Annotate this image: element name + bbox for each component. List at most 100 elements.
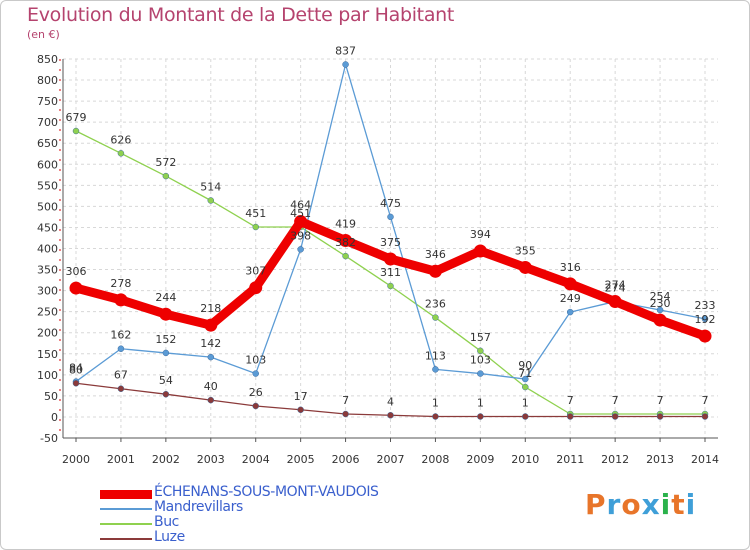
data-label: 355 (515, 244, 536, 257)
data-point (297, 246, 304, 253)
x-tick-label: 2006 (332, 453, 360, 466)
data-point (477, 347, 484, 355)
data-label: 26 (249, 386, 263, 399)
data-point (204, 318, 218, 332)
data-point (477, 370, 484, 377)
data-point (252, 370, 259, 377)
x-tick-label: 2008 (421, 453, 449, 466)
y-tick-label: 250 (37, 306, 58, 319)
data-point (387, 412, 394, 419)
data-label: 7 (702, 394, 709, 407)
proxiti-logo: Proxiti (585, 488, 696, 521)
data-point (69, 281, 83, 295)
legend-label: ÉCHENANS-SOUS-MONT-VAUDOIS (154, 484, 379, 500)
data-point (207, 197, 215, 204)
data-label: 278 (110, 277, 131, 290)
y-tick-label: 500 (37, 200, 58, 213)
data-point (611, 413, 619, 420)
data-label: 7 (342, 394, 349, 407)
data-point (249, 281, 263, 295)
data-label: 230 (650, 297, 671, 310)
y-tick-label: 300 (37, 285, 58, 298)
x-tick-label: 2014 (691, 453, 719, 466)
data-label: 152 (155, 333, 176, 346)
data-point (252, 402, 259, 410)
data-point (477, 413, 484, 420)
x-tick-label: 2003 (197, 453, 225, 466)
data-point (566, 413, 574, 420)
data-label: 1 (522, 397, 529, 410)
data-label: 67 (114, 369, 128, 382)
data-point (653, 313, 667, 327)
data-label: 17 (294, 390, 308, 403)
data-label: 451 (245, 207, 266, 220)
data-point (117, 150, 125, 157)
y-tick-label: 800 (37, 74, 58, 87)
data-point (294, 215, 308, 229)
data-label: 514 (200, 180, 221, 193)
x-tick-label: 2007 (377, 453, 405, 466)
y-tick-label: 400 (37, 243, 58, 256)
data-point (522, 383, 529, 391)
data-label: 311 (380, 266, 401, 279)
data-point (252, 223, 259, 231)
data-label: 40 (204, 380, 218, 393)
x-tick-label: 2010 (511, 453, 539, 466)
data-label: 192 (695, 313, 716, 326)
data-point (428, 264, 442, 278)
y-tick-label: 650 (37, 137, 58, 150)
data-label: 254 (650, 290, 671, 303)
data-point (432, 314, 439, 321)
data-label: 274 (605, 279, 626, 292)
data-label: 71 (518, 367, 532, 380)
legend-swatch (100, 523, 152, 525)
y-tick-label: 100 (37, 369, 58, 382)
data-point (518, 260, 532, 274)
data-label: 80 (69, 363, 83, 376)
data-label: 382 (335, 236, 356, 249)
data-label: 142 (200, 337, 221, 350)
x-tick-label: 2004 (242, 453, 270, 466)
data-point (207, 353, 215, 361)
data-label: 162 (110, 329, 131, 342)
data-label: 249 (560, 292, 581, 305)
data-point (339, 233, 353, 247)
data-point (72, 380, 80, 387)
data-label: 307 (245, 265, 266, 278)
data-label: 475 (380, 197, 401, 210)
data-point (563, 277, 577, 291)
data-point (473, 244, 487, 258)
data-label: 84 (69, 362, 83, 375)
legend-label: Mandrevillars (154, 499, 243, 515)
x-tick-label: 2012 (601, 453, 629, 466)
data-label: 7 (612, 394, 619, 407)
data-point (387, 213, 394, 221)
data-label: 4 (387, 395, 394, 408)
y-tick-label: 550 (37, 179, 58, 192)
data-label: 451 (290, 207, 311, 220)
data-point (522, 375, 529, 383)
data-point (207, 396, 215, 404)
data-point (698, 329, 712, 343)
y-tick-label: 850 (37, 53, 58, 66)
data-label: 837 (335, 44, 356, 57)
y-tick-label: 0 (51, 411, 58, 424)
data-point (342, 61, 349, 68)
data-label: 1 (477, 397, 484, 410)
legend-label: Buc (154, 514, 179, 530)
data-label: 274 (605, 282, 626, 295)
data-point (656, 306, 664, 314)
data-label: 236 (425, 298, 446, 311)
data-label: 1 (432, 397, 439, 410)
data-label: 572 (155, 156, 176, 169)
y-tick-label: 150 (37, 348, 58, 361)
chart-subtitle: (en €) (27, 28, 60, 41)
legend-swatch (100, 538, 152, 540)
chart-title: Evolution du Montant de la Dette par Hab… (27, 4, 455, 26)
data-label: 7 (657, 394, 664, 407)
y-tick-label: 350 (37, 264, 58, 277)
data-point (432, 413, 439, 420)
x-tick-label: 2000 (62, 453, 90, 466)
data-point (656, 413, 664, 420)
